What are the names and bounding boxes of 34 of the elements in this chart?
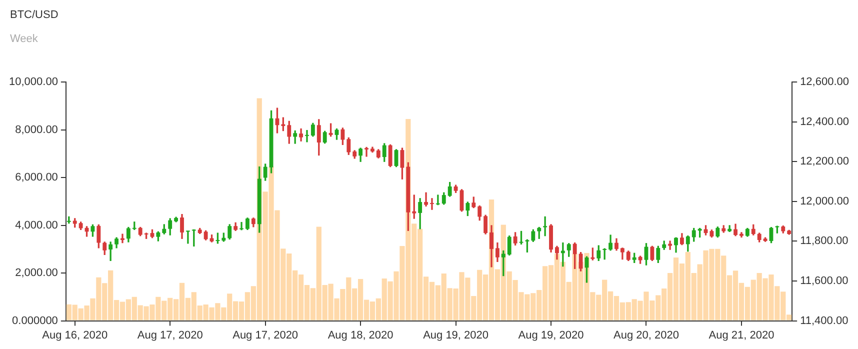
y2-tick-label: 12,600.00 xyxy=(800,76,849,88)
candlestick xyxy=(424,192,428,207)
y-tick-label: 0.000000 xyxy=(12,314,58,327)
y-tick-label: 4,000.00 xyxy=(15,219,58,232)
chart-title: BTC/USD xyxy=(10,9,58,21)
x-tick-label: Aug 20, 2020 xyxy=(614,329,679,342)
x-tick-label: Aug 21, 2020 xyxy=(708,329,774,342)
y2-tick-label: 11,400.00 xyxy=(800,314,848,327)
y-tick-label: 8,000.00 xyxy=(15,124,58,136)
candlestick xyxy=(543,216,548,236)
x-tick-label: Aug 17, 2020 xyxy=(137,329,203,342)
x-tick-label: Aug 18, 2020 xyxy=(328,329,394,342)
y-tick-label: 10,000.00 xyxy=(9,76,58,88)
candlestick xyxy=(436,194,440,206)
y2-tick-label: 12,400.00 xyxy=(800,116,849,128)
y2-tick-label: 11,800.00 xyxy=(800,235,848,248)
y-tick-label: 2,000.00 xyxy=(15,267,58,280)
candlestick xyxy=(108,242,113,262)
chart-subtitle: Week xyxy=(10,33,38,45)
candlestick xyxy=(240,222,244,230)
x-tick-label: Aug 16, 2020 xyxy=(42,329,108,342)
candlestick xyxy=(364,146,368,157)
x-tick-label: Aug 17, 2020 xyxy=(232,329,298,342)
candlestick xyxy=(120,234,124,244)
candlestick xyxy=(430,198,434,210)
y-tick-label: 6,000.00 xyxy=(15,172,58,184)
candlestick xyxy=(668,240,672,250)
candlestick xyxy=(305,130,309,142)
x-tick-label: Aug 19, 2020 xyxy=(423,329,489,342)
x-tick-label: Aug 19, 2020 xyxy=(518,329,584,342)
y2-tick-label: 12,200.00 xyxy=(800,156,849,168)
y2-tick-label: 11,600.00 xyxy=(800,275,848,288)
y2-tick-label: 12,000.00 xyxy=(800,195,849,208)
candlestick xyxy=(186,230,190,244)
